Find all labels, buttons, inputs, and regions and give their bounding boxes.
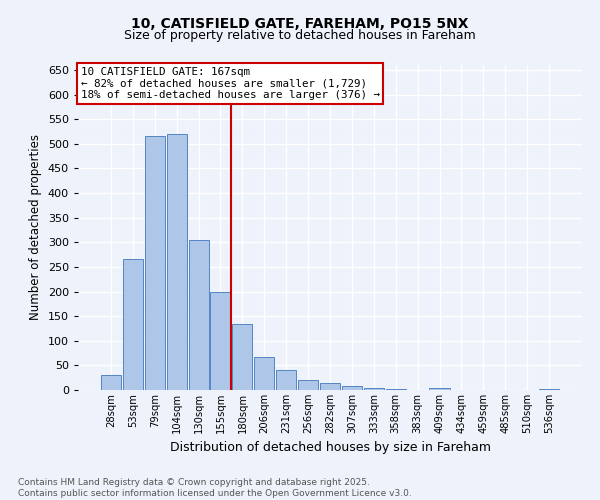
Bar — [123, 258, 143, 390]
Text: 10 CATISFIELD GATE: 167sqm
← 82% of detached houses are smaller (1,729)
18% of s: 10 CATISFIELD GATE: 167sqm ← 82% of deta… — [80, 66, 380, 100]
Bar — [254, 357, 274, 390]
Bar — [167, 134, 187, 390]
Text: 10, CATISFIELD GATE, FAREHAM, PO15 5NX: 10, CATISFIELD GATE, FAREHAM, PO15 5NX — [131, 18, 469, 32]
Bar — [320, 382, 340, 390]
Bar — [430, 388, 449, 390]
Bar — [342, 386, 362, 390]
Y-axis label: Number of detached properties: Number of detached properties — [29, 134, 42, 320]
Bar — [539, 388, 559, 390]
Bar — [232, 324, 253, 390]
Bar — [386, 388, 406, 390]
X-axis label: Distribution of detached houses by size in Fareham: Distribution of detached houses by size … — [170, 442, 491, 454]
Bar — [145, 136, 165, 390]
Bar — [364, 388, 384, 390]
Bar — [276, 370, 296, 390]
Bar — [298, 380, 318, 390]
Bar — [211, 292, 230, 390]
Text: Size of property relative to detached houses in Fareham: Size of property relative to detached ho… — [124, 29, 476, 42]
Text: Contains HM Land Registry data © Crown copyright and database right 2025.
Contai: Contains HM Land Registry data © Crown c… — [18, 478, 412, 498]
Bar — [188, 240, 209, 390]
Bar — [101, 374, 121, 390]
